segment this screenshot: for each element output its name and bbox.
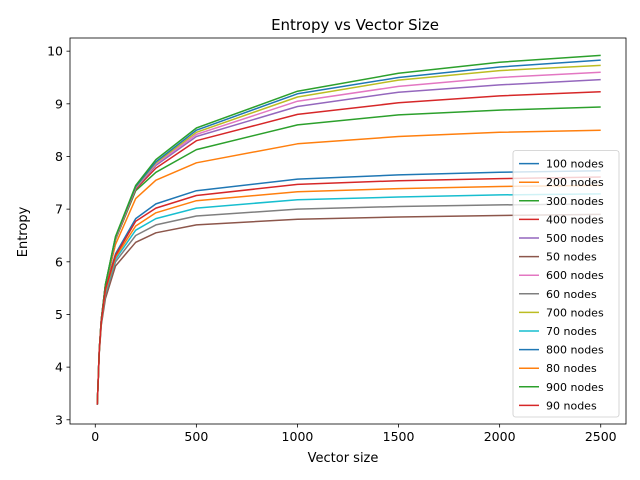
legend-label-9: 70 nodes [546, 325, 597, 338]
legend-label-13: 90 nodes [546, 399, 597, 412]
x-tick-label-1: 500 [184, 429, 208, 444]
y-tick-label-2: 5 [55, 307, 63, 322]
legend-label-8: 700 nodes [546, 306, 604, 319]
series-line-13 [96, 176, 601, 405]
axes-frame [69, 37, 627, 425]
x-tick-label-5: 2500 [585, 429, 617, 444]
legend-label-12: 900 nodes [546, 381, 604, 394]
y-tick-label-0: 3 [55, 412, 63, 427]
x-tick-label-0: 0 [91, 429, 99, 444]
legend: 100 nodes 200 nodes 300 nodes 400 nodes 500 … [512, 150, 620, 418]
legend-label-2: 300 nodes [546, 195, 604, 208]
legend-label-0: 100 nodes [546, 158, 604, 171]
y-tick-label-6: 9 [55, 96, 63, 111]
axis-ticks: 0 500 1000 1500 2000 2500 3 4 5 6 7 8 9 10 [47, 44, 617, 444]
legend-label-6: 600 nodes [546, 269, 604, 282]
legend-box [512, 150, 620, 418]
legend-label-5: 50 nodes [546, 251, 597, 264]
y-tick-label-3: 6 [55, 254, 63, 269]
legend-label-3: 400 nodes [546, 213, 604, 226]
legend-label-10: 800 nodes [546, 344, 604, 357]
chart-title: Entropy vs Vector Size [271, 16, 439, 34]
x-tick-label-4: 2000 [484, 429, 516, 444]
x-tick-label-2: 1000 [282, 429, 314, 444]
legend-label-11: 80 nodes [546, 362, 597, 375]
legend-label-7: 60 nodes [546, 288, 597, 301]
x-tick-label-3: 1500 [383, 429, 415, 444]
legend-label-4: 500 nodes [546, 232, 604, 245]
y-tick-label-1: 4 [55, 360, 63, 375]
y-tick-label-4: 7 [55, 202, 63, 217]
y-tick-label-7: 10 [47, 44, 63, 59]
y-axis-label: Entropy [16, 206, 31, 257]
plot-area [96, 54, 601, 406]
y-tick-label-5: 8 [55, 149, 63, 164]
legend-label-1: 200 nodes [546, 176, 604, 189]
x-axis-label: Vector size [308, 451, 379, 466]
